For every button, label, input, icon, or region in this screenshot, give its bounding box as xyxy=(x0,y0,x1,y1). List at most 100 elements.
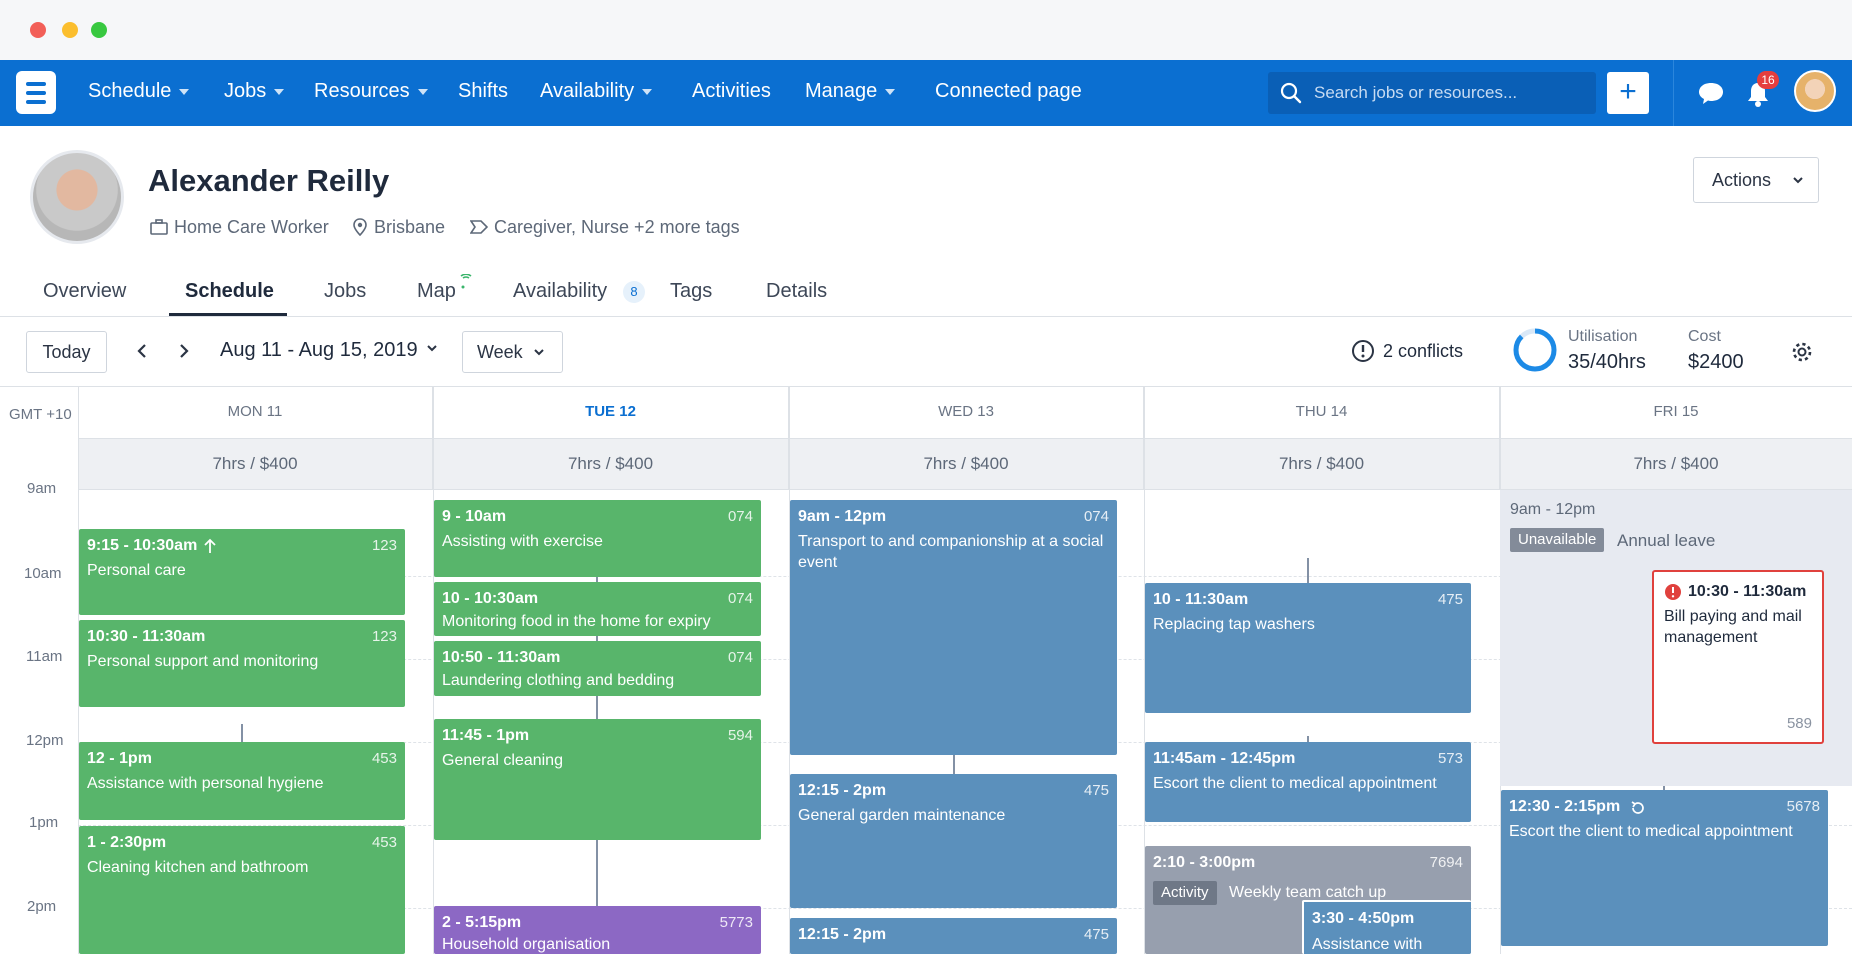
nav-manage-label: Manage xyxy=(805,80,878,102)
nav-availability[interactable]: Availability xyxy=(540,80,653,103)
day-header-wed: WED 13 xyxy=(789,387,1144,439)
add-button[interactable]: + xyxy=(1607,72,1649,114)
profile-role-label: Home Care Worker xyxy=(174,217,329,237)
nav-shifts-label: Shifts xyxy=(458,80,509,102)
unavailable-reason: Annual leave xyxy=(1617,531,1716,550)
nav-availability-label: Availability xyxy=(540,80,635,102)
tab-availability[interactable]: Availability xyxy=(513,280,608,302)
nav-activities[interactable]: Activities xyxy=(692,80,771,103)
conflict-job-card[interactable]: 10:30 - 11:30am Bill paying and mail man… xyxy=(1652,570,1824,744)
maximize-window-button[interactable] xyxy=(91,22,107,38)
job-title: Assisting with exercise xyxy=(442,533,603,550)
job-card[interactable]: 12:15 - 2pm 475 xyxy=(790,918,1117,954)
chevron-down-icon xyxy=(534,349,544,356)
day-header-thu: THU 14 xyxy=(1144,387,1500,439)
tab-jobs[interactable]: Jobs xyxy=(324,280,367,302)
tab-map[interactable]: Map xyxy=(417,280,456,302)
chat-icon[interactable] xyxy=(1697,80,1725,106)
view-selector[interactable]: Week xyxy=(462,331,563,373)
job-card[interactable]: 9:15 - 10:30am 123 Personal care xyxy=(79,529,405,615)
job-time: 10:50 - 11:30am xyxy=(442,649,561,666)
next-week-button[interactable] xyxy=(175,342,193,360)
nav-jobs-label: Jobs xyxy=(224,80,267,102)
job-title: Personal care xyxy=(87,562,186,579)
hour-label: 10am xyxy=(24,565,62,582)
unavailable-time: 9am - 12pm xyxy=(1510,501,1596,518)
date-range-selector[interactable]: Aug 11 - Aug 15, 2019 xyxy=(220,339,438,362)
previous-week-button[interactable] xyxy=(133,342,151,360)
job-number: 5773 xyxy=(719,914,753,931)
active-tab-indicator xyxy=(169,313,287,316)
job-card[interactable]: 10:50 - 11:30am 074 Laundering clothing … xyxy=(434,641,761,696)
job-title: Household organisation xyxy=(442,936,611,953)
hour-label: 1pm xyxy=(29,814,59,831)
job-card[interactable]: 12 - 1pm 453 Assistance with personal hy… xyxy=(79,742,405,820)
job-number: 589 xyxy=(1786,715,1812,732)
warning-icon xyxy=(1352,340,1374,362)
day-summary-thu: 7hrs / $400 xyxy=(1144,439,1500,490)
today-button[interactable]: Today xyxy=(26,331,107,373)
minimize-window-button[interactable] xyxy=(62,22,78,38)
day-summary-mon: 7hrs / $400 xyxy=(78,439,433,490)
job-card[interactable]: 10 - 11:30am 475 Replacing tap washers xyxy=(1145,583,1471,713)
job-card[interactable]: 3:30 - 4:50pm Assistance with xyxy=(1302,900,1471,954)
day-summary-tue: 7hrs / $400 xyxy=(433,439,789,490)
job-card[interactable]: 2 - 5:15pm 5773 Household organisation xyxy=(434,906,761,954)
close-window-button[interactable] xyxy=(30,22,46,38)
job-title: Transport to and companionship at a soci… xyxy=(798,533,1104,571)
activity-title: Weekly team catch up xyxy=(1229,884,1387,901)
profile-name: Alexander Reilly xyxy=(148,163,390,198)
job-card[interactable]: 9 - 10am 074 Assisting with exercise xyxy=(434,500,761,577)
column-divider xyxy=(78,387,79,954)
job-card[interactable]: 10 - 10:30am 074 Monitoring food in the … xyxy=(434,582,761,636)
nav-manage[interactable]: Manage xyxy=(805,80,896,103)
job-time: 12:30 - 2:15pm xyxy=(1509,798,1621,815)
nav-connected-page[interactable]: Connected page xyxy=(935,80,1082,103)
job-card[interactable]: 9am - 12pm 074 Transport to and companio… xyxy=(790,500,1117,755)
settings-gear-icon[interactable] xyxy=(1790,340,1814,364)
job-title: Personal support and monitoring xyxy=(87,653,319,670)
activity-time: 2:10 - 3:00pm xyxy=(1153,854,1256,871)
nav-schedule[interactable]: Schedule xyxy=(88,80,190,103)
job-time: 11:45am - 12:45pm xyxy=(1153,750,1296,767)
tab-tags[interactable]: Tags xyxy=(670,280,713,302)
tab-details[interactable]: Details xyxy=(766,280,828,302)
unavailable-tag: Unavailable xyxy=(1510,528,1605,552)
user-avatar[interactable] xyxy=(1794,70,1836,112)
nav-resources[interactable]: Resources xyxy=(314,80,428,103)
job-card[interactable]: 12:30 - 2:15pm 5678 Escort the client to… xyxy=(1501,790,1828,946)
nav-resources-label: Resources xyxy=(314,80,410,102)
nav-jobs[interactable]: Jobs xyxy=(224,80,285,103)
day-header-mon: MON 11 xyxy=(78,387,433,439)
travel-connector xyxy=(1307,736,1309,744)
cost-value: $2400 xyxy=(1688,351,1744,373)
actions-button[interactable]: Actions xyxy=(1693,157,1819,203)
search-input[interactable]: Search jobs or resources... xyxy=(1268,72,1596,114)
job-card[interactable]: 1 - 2:30pm 453 Cleaning kitchen and bath… xyxy=(79,826,405,954)
job-card[interactable]: 11:45 - 1pm 594 General cleaning xyxy=(434,719,761,840)
error-icon xyxy=(1665,584,1681,600)
profile-photo xyxy=(30,150,124,244)
tab-overview[interactable]: Overview xyxy=(43,280,127,302)
job-card[interactable]: 12:15 - 2pm 475 General garden maintenan… xyxy=(790,774,1117,908)
live-signal-icon xyxy=(460,274,472,289)
arrow-up-icon xyxy=(204,538,216,553)
nav-shifts[interactable]: Shifts xyxy=(458,80,508,103)
job-title: General garden maintenance xyxy=(798,807,1006,824)
timezone-label: GMT +10 xyxy=(9,406,72,423)
job-title: General cleaning xyxy=(442,752,563,769)
job-card[interactable]: 11:45am - 12:45pm 573 Escort the client … xyxy=(1145,742,1471,822)
conflicts-link[interactable]: 2 conflicts xyxy=(1383,341,1464,361)
job-time: 10:30 - 11:30am xyxy=(1688,583,1807,600)
view-selector-label: Week xyxy=(477,342,523,362)
tab-schedule[interactable]: Schedule xyxy=(185,280,274,302)
tag-icon xyxy=(469,220,489,234)
job-card[interactable]: 10:30 - 11:30am 123 Personal support and… xyxy=(79,620,405,707)
hour-label: 9am xyxy=(27,480,57,497)
app-logo[interactable] xyxy=(16,71,56,114)
profile-tags[interactable]: Caregiver, Nurse +2 more tags xyxy=(469,217,740,238)
job-number: 475 xyxy=(1083,782,1109,799)
chevron-down-icon xyxy=(417,88,428,95)
job-number: 475 xyxy=(1437,591,1463,608)
job-time: 9 - 10am xyxy=(442,508,507,525)
